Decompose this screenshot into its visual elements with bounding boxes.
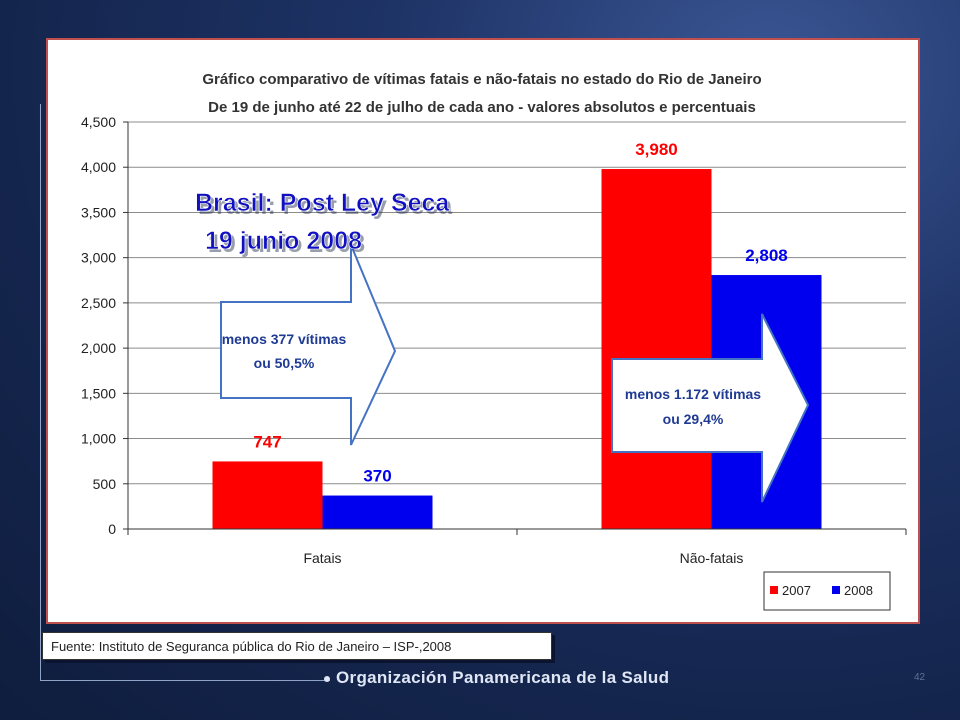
- y-tick-label: 0: [108, 521, 116, 537]
- legend-swatch-2007: [770, 586, 778, 594]
- chart-panel: Gráfico comparativo de vítimas fatais e …: [46, 38, 920, 624]
- chart: Gráfico comparativo de vítimas fatais e …: [81, 71, 907, 611]
- y-tick-label: 2,500: [81, 295, 116, 311]
- headline-line2: 19 junio 2008: [205, 227, 362, 255]
- bar-2007-1: [601, 169, 712, 529]
- data-label: 370: [363, 467, 391, 486]
- x-category-label: Fatais: [303, 550, 341, 566]
- chart-subtitle: De 19 de junho até 22 de julho de cada a…: [208, 99, 756, 116]
- y-tick-label: 3,000: [81, 250, 116, 266]
- source-note: Fuente: Instituto de Seguranca pública d…: [42, 632, 552, 660]
- headline-overlay: Brasil: Post Ley Seca Brasil: Post Ley S…: [195, 189, 454, 258]
- bar-2008-0: [322, 495, 433, 529]
- y-tick-label: 1,500: [81, 385, 116, 401]
- organization-name: Organización Panamericana de la Salud: [322, 668, 669, 688]
- y-tick-label: 4,500: [81, 114, 116, 130]
- y-tick-label: 3,500: [81, 204, 116, 220]
- y-tick-label: 500: [93, 476, 117, 492]
- legend-swatch-2008: [832, 586, 840, 594]
- legend: 2007 2008: [763, 571, 891, 611]
- reduction-arrow-fatais: menos 377 vítimas ou 50,5%: [220, 244, 397, 446]
- data-label: 3,980: [635, 140, 678, 159]
- x-category-label: Não-fatais: [680, 550, 744, 566]
- arrow1-text-line2: ou 50,5%: [254, 355, 315, 371]
- headline-shadow-2: 19 junio 2008: [208, 230, 365, 258]
- bar-2007-0: [212, 461, 323, 529]
- reduction-arrow-nao-fatais: menos 1.172 vítimas ou 29,4%: [611, 313, 810, 503]
- data-label: 2,808: [745, 246, 788, 265]
- arrow2-text-line1: menos 1.172 vítimas: [625, 386, 761, 402]
- chart-title: Gráfico comparativo de vítimas fatais e …: [202, 71, 761, 88]
- frame-bottom-line: [40, 680, 330, 681]
- legend-label-2007: 2007: [782, 583, 811, 598]
- headline-line1: Brasil: Post Ley Seca: [195, 189, 450, 217]
- y-tick-label: 2,000: [81, 340, 116, 356]
- arrow2-text-line2: ou 29,4%: [663, 411, 724, 427]
- page-number: 42: [914, 672, 926, 683]
- legend-label-2008: 2008: [844, 583, 873, 598]
- bullet-icon: [324, 676, 330, 682]
- arrow1-text-line1: menos 377 vítimas: [222, 331, 347, 347]
- data-label: 747: [253, 432, 281, 451]
- organization-name-text: Organización Panamericana de la Salud: [336, 668, 670, 687]
- y-tick-label: 1,000: [81, 431, 116, 447]
- frame-left-line: [40, 104, 41, 680]
- headline-shadow-1: Brasil: Post Ley Seca: [198, 192, 453, 220]
- y-tick-label: 4,000: [81, 159, 116, 175]
